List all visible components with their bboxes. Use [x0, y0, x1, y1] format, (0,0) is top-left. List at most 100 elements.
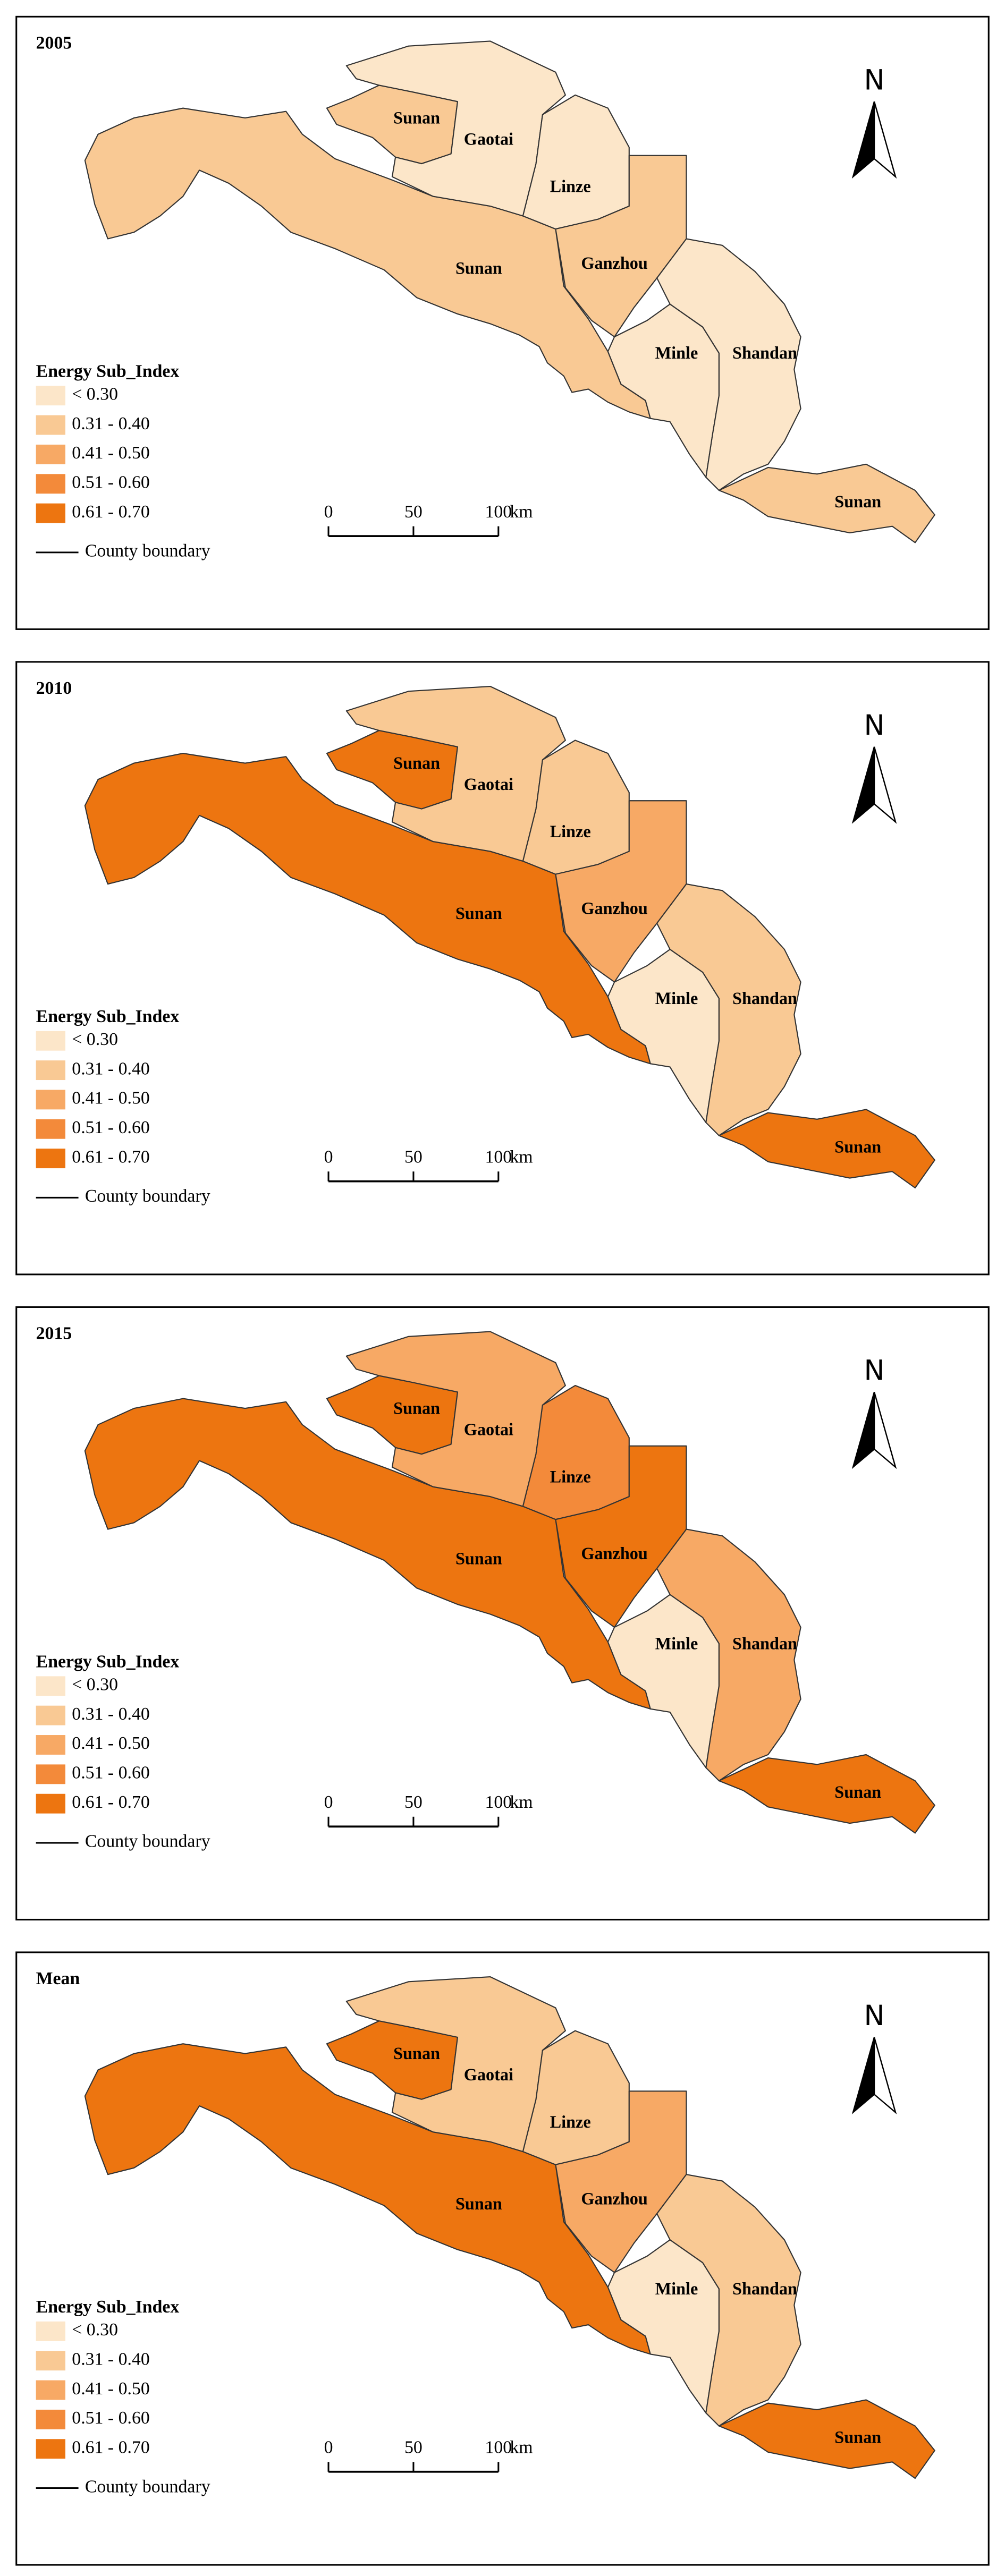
- scale-label: 50: [404, 1792, 423, 1812]
- county-label: Sunan: [455, 2194, 502, 2213]
- county-label: Minle: [655, 343, 698, 362]
- county: [555, 800, 687, 983]
- scale-label: 100: [485, 1792, 512, 1812]
- legend-label: County boundary: [85, 541, 210, 561]
- legend-label: < 0.30: [72, 1675, 118, 1695]
- panel-title: 2015: [36, 1323, 72, 1343]
- legend-label: County boundary: [85, 1832, 210, 1851]
- legend-label: 0.51 - 0.60: [72, 1763, 150, 1783]
- county: [656, 1528, 801, 1782]
- county-label: Gaotai: [464, 775, 513, 794]
- legend-swatch: [36, 474, 65, 494]
- scale-unit: km: [510, 1147, 533, 1167]
- county-label: Shandan: [732, 343, 797, 362]
- panel-title: 2005: [36, 33, 72, 53]
- county: [656, 238, 801, 491]
- legend-label: 0.61 - 0.70: [72, 502, 150, 522]
- legend-label: 0.41 - 0.50: [72, 443, 150, 463]
- county-label: Sunan: [834, 1137, 881, 1157]
- legend-swatch: [36, 1119, 65, 1139]
- map-panel: 2005 Sunan Sunan Gaotai Linze Ganzhou Minle Sha…: [15, 15, 990, 630]
- legend-swatch: [36, 2409, 65, 2429]
- county-label: Ganzhou: [581, 899, 648, 918]
- county-label: Linze: [550, 822, 591, 841]
- county-label: Ganzhou: [581, 253, 648, 273]
- scale-label: 0: [324, 2437, 333, 2457]
- legend-label: County boundary: [85, 2477, 210, 2496]
- county-label: Sunan: [834, 1782, 881, 1801]
- legend-swatch: [36, 1764, 65, 1784]
- legend-swatch: [36, 2439, 65, 2459]
- legend-swatch: [36, 1060, 65, 1081]
- north-arrow: [873, 101, 897, 179]
- legend-swatch: [36, 2380, 65, 2400]
- county-label: Sunan: [393, 2044, 440, 2063]
- legend-label: 0.51 - 0.60: [72, 473, 150, 492]
- legend-label: < 0.30: [72, 1030, 118, 1049]
- legend-swatch: [36, 1149, 65, 1169]
- legend-label: 0.31 - 0.40: [72, 414, 150, 433]
- county: [656, 883, 801, 1136]
- north-arrow: [873, 2037, 897, 2114]
- legend-title: Energy Sub_Index: [36, 1007, 180, 1026]
- legend-title: Energy Sub_Index: [36, 1652, 180, 1672]
- county: [345, 1976, 566, 2153]
- county-label: Sunan: [834, 492, 881, 511]
- legend-swatch: [36, 2351, 65, 2371]
- county: [555, 1445, 687, 1628]
- county-label: Sunan: [393, 1399, 440, 1418]
- scale-label: 0: [324, 1792, 333, 1812]
- county-label: Sunan: [834, 2428, 881, 2447]
- county: [555, 155, 687, 338]
- legend-label: 0.41 - 0.50: [72, 1733, 150, 1753]
- legend-swatch: [36, 444, 65, 464]
- scale-unit: km: [510, 502, 533, 522]
- north-label: N: [864, 2000, 884, 2032]
- county-label: Linze: [550, 1467, 591, 1486]
- legend-label: 0.61 - 0.70: [72, 1792, 150, 1812]
- county-label: Gaotai: [464, 129, 513, 148]
- legend-label: < 0.30: [72, 384, 118, 404]
- county-label: Sunan: [455, 1549, 502, 1568]
- county: [718, 463, 935, 543]
- county-label: Linze: [550, 177, 591, 196]
- legend-swatch: [36, 2321, 65, 2341]
- legend-swatch: [36, 1090, 65, 1110]
- legend-label: 0.51 - 0.60: [72, 2408, 150, 2428]
- legend-label: 0.61 - 0.70: [72, 2437, 150, 2457]
- county-label: Ganzhou: [581, 1544, 648, 1563]
- map-panel: 2010 Sunan Sunan Gaotai Linze Ganzhou Minle Sha…: [15, 661, 990, 1276]
- county: [555, 2090, 687, 2273]
- county-label: Sunan: [455, 904, 502, 923]
- legend-title: Energy Sub_Index: [36, 361, 180, 381]
- county-label: Shandan: [732, 2279, 797, 2298]
- legend-label: 0.61 - 0.70: [72, 1147, 150, 1167]
- county-label: Linze: [550, 2112, 591, 2131]
- north-label: N: [864, 1354, 884, 1387]
- legend-swatch: [36, 1735, 65, 1755]
- scale-label: 50: [404, 502, 423, 522]
- county-label: Ganzhou: [581, 2189, 648, 2208]
- county: [345, 40, 566, 217]
- county: [345, 1331, 566, 1507]
- legend-label: 0.51 - 0.60: [72, 1118, 150, 1137]
- scale-label: 100: [485, 502, 512, 522]
- legend-swatch: [36, 1705, 65, 1725]
- county: [718, 2399, 935, 2479]
- county-label: Sunan: [393, 753, 440, 772]
- legend-swatch: [36, 1793, 65, 1814]
- scale-label: 50: [404, 2437, 423, 2457]
- county-label: Gaotai: [464, 2065, 513, 2084]
- legend-swatch: [36, 386, 65, 406]
- north-label: N: [864, 64, 884, 96]
- county-label: Gaotai: [464, 1420, 513, 1439]
- legend-label: 0.41 - 0.50: [72, 2379, 150, 2399]
- county-label: Sunan: [393, 108, 440, 127]
- county-label: Minle: [655, 2279, 698, 2298]
- county: [656, 2174, 801, 2427]
- legend-swatch: [36, 503, 65, 523]
- legend-label: County boundary: [85, 1186, 210, 1206]
- legend-label: < 0.30: [72, 2320, 118, 2340]
